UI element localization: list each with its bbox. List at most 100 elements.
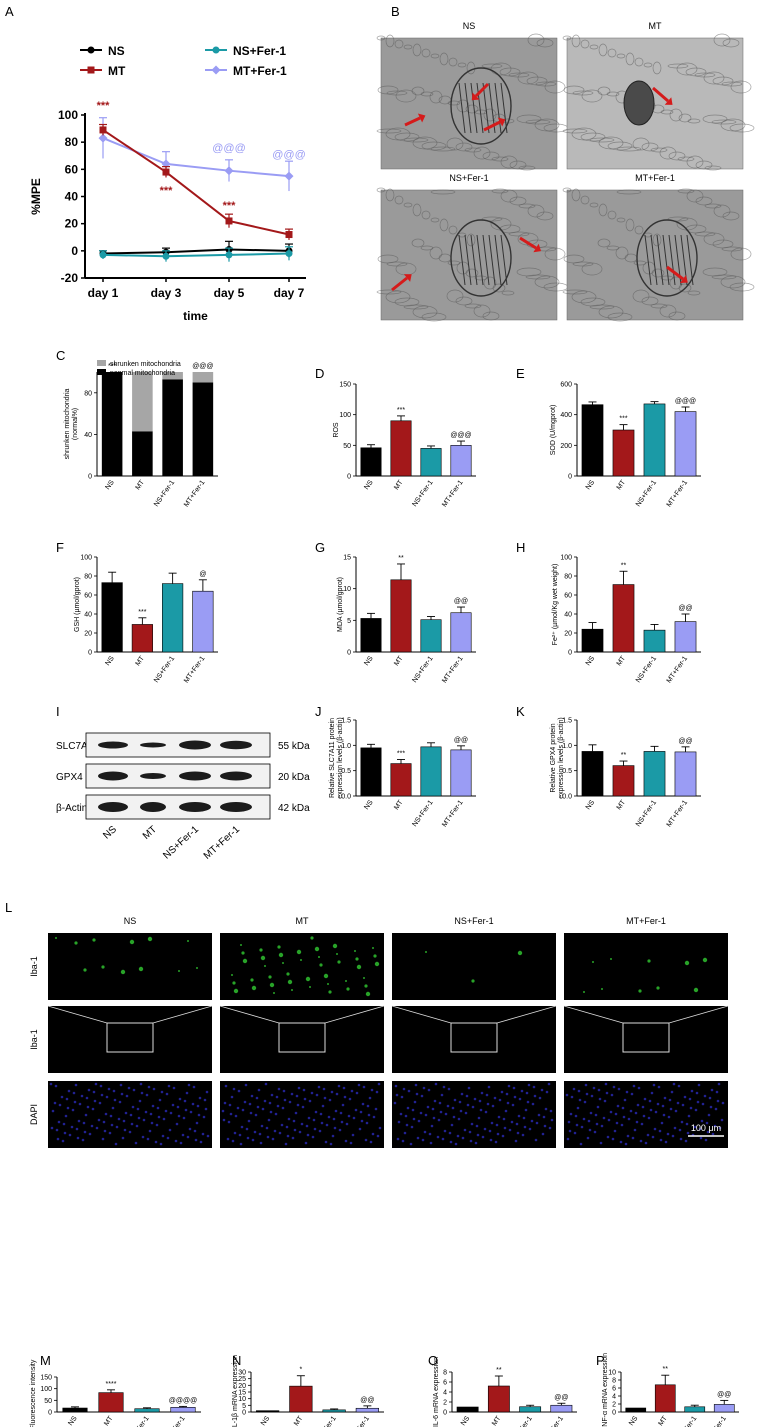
dapi-nucleus xyxy=(304,1141,308,1145)
dapi-nucleus xyxy=(109,1114,113,1118)
dapi-nucleus xyxy=(121,1136,125,1140)
em-texture xyxy=(581,262,603,276)
iba1-signal xyxy=(259,948,263,952)
wb-band xyxy=(179,740,211,750)
em-red-arrow xyxy=(474,82,490,98)
y-tick-label: 25 xyxy=(238,1376,246,1383)
em-texture xyxy=(730,247,752,261)
dapi-nucleus xyxy=(627,1117,631,1121)
panel-a-legend-label: MT xyxy=(108,64,126,78)
em-texture xyxy=(473,146,491,160)
dapi-nucleus xyxy=(417,1119,421,1123)
em-texture xyxy=(659,304,677,318)
dapi-nucleus xyxy=(318,1129,322,1133)
bar xyxy=(420,746,442,797)
em-texture xyxy=(729,123,755,133)
x-tick-label: NS xyxy=(363,655,375,667)
y-axis-title: ROS xyxy=(333,422,340,438)
dapi-nucleus xyxy=(697,1083,701,1087)
bar xyxy=(612,765,635,797)
dapi-nucleus xyxy=(577,1089,581,1093)
dapi-nucleus xyxy=(696,1100,700,1104)
dapi-nucleus xyxy=(253,1130,257,1134)
y-tick-label: 5 xyxy=(242,1403,246,1410)
dapi-nucleus xyxy=(112,1089,116,1093)
dapi-nucleus xyxy=(485,1093,489,1097)
em-texture xyxy=(652,61,662,75)
y-tick-label: 100 xyxy=(560,555,572,562)
dapi-nucleus xyxy=(244,1083,248,1087)
dapi-nucleus xyxy=(624,1142,628,1146)
x-tick-label: MT+Fer-1 xyxy=(183,479,207,508)
bar xyxy=(360,618,382,653)
dapi-nucleus xyxy=(362,1085,366,1089)
y-axis-title: IL-6 mRNA expression xyxy=(433,1357,440,1427)
em-texture xyxy=(668,311,686,321)
dapi-nucleus xyxy=(113,1098,117,1102)
significance-label: *** xyxy=(138,609,146,616)
dapi-nucleus xyxy=(713,1124,717,1128)
x-tick-label: NS xyxy=(585,479,597,491)
dapi-nucleus xyxy=(88,1132,92,1136)
iba1-signal xyxy=(373,954,377,958)
dapi-nucleus xyxy=(332,1117,336,1121)
dapi-nucleus xyxy=(458,1100,462,1104)
em-texture xyxy=(403,304,429,310)
dapi-nucleus xyxy=(270,1093,274,1097)
dapi-nucleus xyxy=(128,1130,132,1134)
panel-a-legend-marker xyxy=(87,66,95,74)
dapi-nucleus xyxy=(71,1108,75,1112)
dapi-nucleus xyxy=(111,1106,115,1110)
dapi-nucleus xyxy=(498,1098,502,1102)
dapi-nucleus xyxy=(613,1129,617,1133)
dapi-nucleus xyxy=(338,1128,342,1132)
dapi-nucleus xyxy=(678,1128,682,1132)
em-texture xyxy=(676,62,698,76)
em-texture xyxy=(421,48,431,58)
em-texture xyxy=(473,304,491,318)
dapi-nucleus xyxy=(706,1130,710,1134)
panel-a-ytick-label: 100 xyxy=(58,108,78,122)
em-texture xyxy=(403,202,413,208)
dapi-nucleus xyxy=(572,1087,576,1091)
fluor-image xyxy=(220,1006,384,1073)
dapi-nucleus xyxy=(582,1117,586,1121)
dapi-nucleus xyxy=(374,1107,378,1111)
significance-label: *** xyxy=(619,416,627,423)
iba1-signal xyxy=(356,964,362,970)
y-tick-label: 0 xyxy=(347,650,351,657)
dapi-nucleus xyxy=(236,1106,240,1110)
dapi-nucleus xyxy=(636,1103,640,1107)
panel-label-C: C xyxy=(56,348,65,363)
dapi-nucleus xyxy=(187,1083,191,1087)
x-tick-label: MT xyxy=(134,479,146,492)
dapi-nucleus xyxy=(311,1135,315,1139)
dapi-nucleus xyxy=(413,1100,417,1104)
dapi-nucleus xyxy=(77,1119,81,1123)
em-cristae xyxy=(476,234,484,286)
dapi-nucleus xyxy=(687,1114,691,1118)
fluor-row-label: Iba-1 xyxy=(29,956,39,977)
em-texture xyxy=(722,211,740,221)
dapi-nucleus xyxy=(177,1114,181,1118)
dapi-nucleus xyxy=(94,1082,98,1086)
dapi-nucleus xyxy=(672,1082,676,1086)
wb-lane-label: MT+Fer-1 xyxy=(202,824,243,862)
bar xyxy=(256,1410,280,1413)
dapi-nucleus xyxy=(527,1083,531,1087)
em-cristae xyxy=(686,234,694,286)
bar xyxy=(487,1385,510,1413)
dapi-nucleus xyxy=(276,1104,280,1108)
panel-a-point xyxy=(99,126,107,134)
y-tick-label: 150 xyxy=(339,382,351,389)
dapi-nucleus xyxy=(337,1084,341,1088)
scale-bar-label: 100 μm xyxy=(691,1123,721,1133)
panel-a-legend-marker xyxy=(211,65,221,75)
dapi-nucleus xyxy=(161,1134,165,1138)
dapi-nucleus xyxy=(375,1090,379,1094)
dapi-nucleus xyxy=(493,1096,497,1100)
dapi-nucleus xyxy=(434,1082,438,1086)
em-texture xyxy=(694,72,716,78)
em-texture xyxy=(580,297,606,307)
dapi-nucleus xyxy=(61,1139,65,1143)
